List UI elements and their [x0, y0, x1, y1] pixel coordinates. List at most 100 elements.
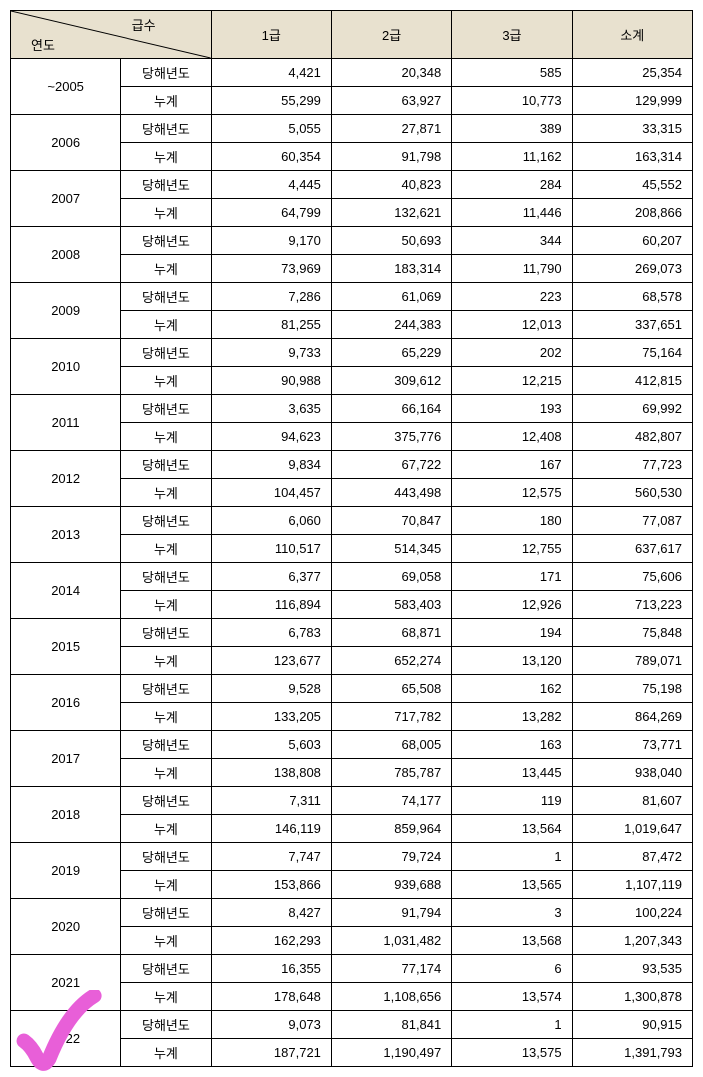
value-cell: 4,445: [211, 171, 331, 199]
year-cell: 2022: [11, 1011, 121, 1067]
value-cell: 11,162: [452, 143, 572, 171]
value-cell: 70,847: [331, 507, 451, 535]
row-label-cumulative: 누계: [121, 927, 211, 955]
value-cell: 864,269: [572, 703, 692, 731]
row-label-cumulative: 누계: [121, 311, 211, 339]
value-cell: 11,790: [452, 255, 572, 283]
table-row: 2015당해년도6,78368,87119475,848: [11, 619, 693, 647]
row-label-current: 당해년도: [121, 675, 211, 703]
value-cell: 81,607: [572, 787, 692, 815]
value-cell: 50,693: [331, 227, 451, 255]
row-label-cumulative: 누계: [121, 703, 211, 731]
table-row: 2008당해년도9,17050,69334460,207: [11, 227, 693, 255]
value-cell: 187,721: [211, 1039, 331, 1067]
value-cell: 9,733: [211, 339, 331, 367]
table-container: 급수 연도 1급 2급 3급 소계 ~2005당해년도4,42120,34858…: [10, 10, 693, 1067]
year-cell: 2007: [11, 171, 121, 227]
value-cell: 785,787: [331, 759, 451, 787]
value-cell: 637,617: [572, 535, 692, 563]
row-label-cumulative: 누계: [121, 983, 211, 1011]
value-cell: 6: [452, 955, 572, 983]
table-row: 2020당해년도8,42791,7943100,224: [11, 899, 693, 927]
value-cell: 12,408: [452, 423, 572, 451]
value-cell: 284: [452, 171, 572, 199]
year-cell: 2018: [11, 787, 121, 843]
value-cell: 45,552: [572, 171, 692, 199]
value-cell: 1,190,497: [331, 1039, 451, 1067]
value-cell: 389: [452, 115, 572, 143]
value-cell: 13,574: [452, 983, 572, 1011]
row-label-cumulative: 누계: [121, 1039, 211, 1067]
row-label-cumulative: 누계: [121, 815, 211, 843]
grade-year-table: 급수 연도 1급 2급 3급 소계 ~2005당해년도4,42120,34858…: [10, 10, 693, 1067]
value-cell: 585: [452, 59, 572, 87]
value-cell: 68,578: [572, 283, 692, 311]
value-cell: 40,823: [331, 171, 451, 199]
value-cell: 482,807: [572, 423, 692, 451]
value-cell: 146,119: [211, 815, 331, 843]
value-cell: 244,383: [331, 311, 451, 339]
table-row: 2014당해년도6,37769,05817175,606: [11, 563, 693, 591]
table-row: 2018당해년도7,31174,17711981,607: [11, 787, 693, 815]
value-cell: 162: [452, 675, 572, 703]
row-label-current: 당해년도: [121, 171, 211, 199]
value-cell: 20,348: [331, 59, 451, 87]
col-grade2: 2급: [331, 11, 451, 59]
value-cell: 583,403: [331, 591, 451, 619]
value-cell: 77,723: [572, 451, 692, 479]
value-cell: 69,992: [572, 395, 692, 423]
row-label-cumulative: 누계: [121, 367, 211, 395]
value-cell: 1,108,656: [331, 983, 451, 1011]
value-cell: 171: [452, 563, 572, 591]
value-cell: 10,773: [452, 87, 572, 115]
year-cell: 2021: [11, 955, 121, 1011]
year-cell: 2011: [11, 395, 121, 451]
value-cell: 5,055: [211, 115, 331, 143]
row-label-cumulative: 누계: [121, 143, 211, 171]
value-cell: 13,120: [452, 647, 572, 675]
value-cell: 1: [452, 843, 572, 871]
value-cell: 163: [452, 731, 572, 759]
value-cell: 69,058: [331, 563, 451, 591]
year-cell: ~2005: [11, 59, 121, 115]
value-cell: 3: [452, 899, 572, 927]
col-grade3: 3급: [452, 11, 572, 59]
row-label-current: 당해년도: [121, 59, 211, 87]
header-grade-label: 급수: [132, 15, 156, 34]
table-row: ~2005당해년도4,42120,34858525,354: [11, 59, 693, 87]
value-cell: 25,354: [572, 59, 692, 87]
row-label-cumulative: 누계: [121, 591, 211, 619]
value-cell: 79,724: [331, 843, 451, 871]
value-cell: 789,071: [572, 647, 692, 675]
value-cell: 652,274: [331, 647, 451, 675]
year-cell: 2006: [11, 115, 121, 171]
row-label-cumulative: 누계: [121, 255, 211, 283]
row-label-current: 당해년도: [121, 619, 211, 647]
table-row: 2016당해년도9,52865,50816275,198: [11, 675, 693, 703]
row-label-current: 당해년도: [121, 843, 211, 871]
row-label-cumulative: 누계: [121, 759, 211, 787]
year-cell: 2010: [11, 339, 121, 395]
value-cell: 33,315: [572, 115, 692, 143]
value-cell: 110,517: [211, 535, 331, 563]
value-cell: 60,354: [211, 143, 331, 171]
value-cell: 183,314: [331, 255, 451, 283]
value-cell: 180: [452, 507, 572, 535]
value-cell: 11,446: [452, 199, 572, 227]
value-cell: 90,915: [572, 1011, 692, 1039]
row-label-current: 당해년도: [121, 787, 211, 815]
value-cell: 3,635: [211, 395, 331, 423]
row-label-current: 당해년도: [121, 283, 211, 311]
value-cell: 13,575: [452, 1039, 572, 1067]
col-grade1: 1급: [211, 11, 331, 59]
col-subtotal: 소계: [572, 11, 692, 59]
table-row: 2021당해년도16,35577,174693,535: [11, 955, 693, 983]
value-cell: 193: [452, 395, 572, 423]
value-cell: 9,528: [211, 675, 331, 703]
value-cell: 12,215: [452, 367, 572, 395]
value-cell: 104,457: [211, 479, 331, 507]
row-label-current: 당해년도: [121, 1011, 211, 1039]
value-cell: 73,771: [572, 731, 692, 759]
table-body: ~2005당해년도4,42120,34858525,354누계55,29963,…: [11, 59, 693, 1067]
value-cell: 91,794: [331, 899, 451, 927]
